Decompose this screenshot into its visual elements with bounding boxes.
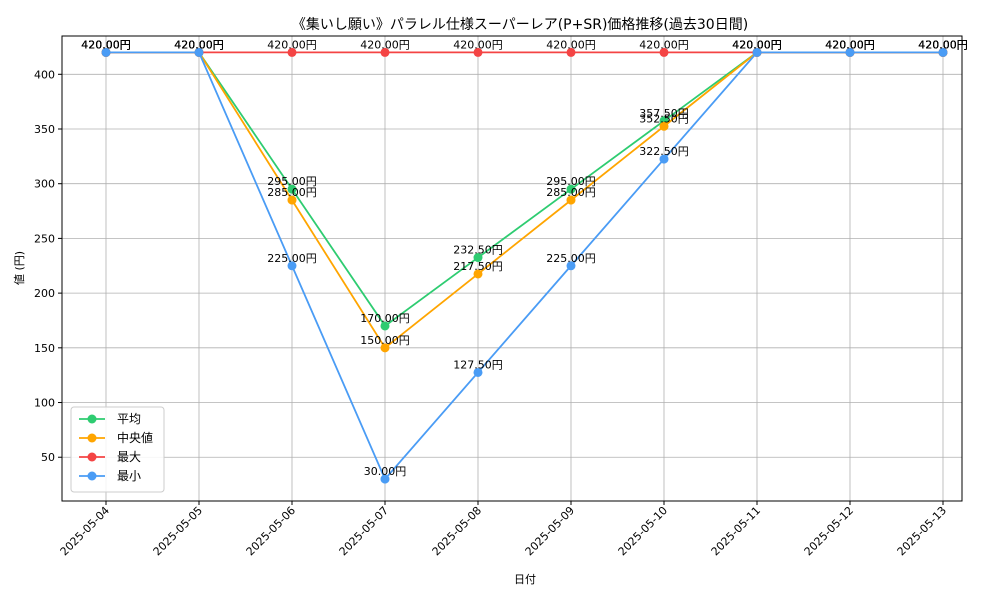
data-label: 420.00円 xyxy=(732,38,782,51)
data-label: 127.50円 xyxy=(453,358,503,371)
data-label: 285.00円 xyxy=(546,186,596,199)
data-label: 225.00円 xyxy=(546,252,596,265)
data-label: 420.00円 xyxy=(81,38,131,51)
data-label: 420.00円 xyxy=(267,38,317,51)
data-label: 420.00円 xyxy=(174,38,224,51)
chart-title: 《集いし願い》パラレル仕様スーパーレア(P+SR)価格推移(過去30日間) xyxy=(292,16,748,33)
data-label: 420.00円 xyxy=(174,38,224,51)
legend-marker xyxy=(87,471,97,481)
legend-item: 平均 xyxy=(79,412,141,426)
data-label: 295.00円 xyxy=(546,175,596,188)
data-point xyxy=(566,47,576,57)
legend-marker xyxy=(87,414,97,424)
y-tick-label: 300 xyxy=(34,178,55,191)
data-label: 420.00円 xyxy=(453,38,503,51)
data-label: 420.00円 xyxy=(174,38,224,51)
data-label: 30.00円 xyxy=(364,465,407,478)
data-label: 217.50円 xyxy=(453,260,503,273)
data-point xyxy=(473,253,483,263)
plot-frame xyxy=(61,35,963,502)
data-label: 420.00円 xyxy=(360,38,410,51)
data-label: 420.00円 xyxy=(918,38,968,51)
data-label: 420.00円 xyxy=(825,38,875,51)
data-label: 225.00円 xyxy=(267,252,317,265)
y-tick-label: 200 xyxy=(34,287,55,300)
series-line xyxy=(106,51,943,481)
data-label: 420.00円 xyxy=(81,38,131,51)
data-point xyxy=(101,47,111,57)
data-label: 420.00円 xyxy=(825,38,875,51)
data-label: 420.00円 xyxy=(825,38,875,51)
data-point xyxy=(566,195,576,205)
data-point xyxy=(473,47,483,57)
y-tick-label: 50 xyxy=(41,451,55,464)
data-point xyxy=(380,343,390,353)
y-tick-label: 400 xyxy=(34,68,55,81)
series-layer xyxy=(101,47,948,484)
data-label: 420.00円 xyxy=(918,38,968,51)
legend-marker xyxy=(87,452,97,462)
data-label: 420.00円 xyxy=(81,38,131,51)
legend-item: 最大 xyxy=(79,450,141,464)
data-point xyxy=(287,47,297,57)
data-label: 420.00円 xyxy=(174,38,224,51)
data-point xyxy=(752,47,762,57)
legend-label: 平均 xyxy=(117,412,141,426)
data-point xyxy=(659,47,669,57)
x-axis-label: 日付 xyxy=(514,573,536,586)
data-point xyxy=(473,269,483,279)
data-label: 420.00円 xyxy=(918,38,968,51)
data-label: 420.00円 xyxy=(825,38,875,51)
data-point xyxy=(938,47,948,57)
data-label: 322.50円 xyxy=(639,145,689,158)
y-tick-label: 250 xyxy=(34,232,55,245)
data-label: 170.00円 xyxy=(360,312,410,325)
data-label: 420.00円 xyxy=(639,38,689,51)
y-tick-label: 150 xyxy=(34,342,55,355)
data-point xyxy=(473,367,483,377)
legend-box xyxy=(70,406,165,493)
data-label: 232.50円 xyxy=(453,244,503,257)
legend-label: 最小 xyxy=(117,469,141,483)
data-label: 420.00円 xyxy=(81,38,131,51)
data-label: 357.50円 xyxy=(639,107,689,120)
data-label: 150.00円 xyxy=(360,334,410,347)
data-label: 420.00円 xyxy=(732,38,782,51)
data-point xyxy=(659,121,669,131)
y-axis-ticks: 50 100 150 200 250 300 350 400 xyxy=(34,68,62,464)
y-tick-label: 350 xyxy=(34,123,55,136)
data-label: 295.00円 xyxy=(267,175,317,188)
data-label: 285.00円 xyxy=(267,186,317,199)
data-point xyxy=(380,47,390,57)
data-point xyxy=(566,261,576,271)
data-label: 420.00円 xyxy=(546,38,596,51)
data-point xyxy=(845,47,855,57)
data-label: 420.00円 xyxy=(918,38,968,51)
data-point xyxy=(287,195,297,205)
data-label: 420.00円 xyxy=(732,38,782,51)
data-point xyxy=(659,154,669,164)
data-point xyxy=(194,47,204,57)
y-tick-label: 100 xyxy=(34,397,55,410)
series-3 xyxy=(101,47,948,484)
legend-item: 中央値 xyxy=(79,430,153,445)
legend-label: 中央値 xyxy=(117,430,153,445)
data-label: 352.50円 xyxy=(639,112,689,125)
data-point xyxy=(566,184,576,194)
data-point xyxy=(287,184,297,194)
data-point xyxy=(380,321,390,331)
legend-label: 最大 xyxy=(117,450,141,464)
y-axis-label: 値 (円) xyxy=(13,251,26,285)
legend-marker xyxy=(87,433,97,443)
data-point xyxy=(380,474,390,484)
data-labels: 420.00円 420.00円 295.00円 170.00円 232.50円 295.0… xyxy=(81,38,968,478)
data-point xyxy=(287,261,297,271)
data-label: 420.00円 xyxy=(732,38,782,51)
legend-item: 最小 xyxy=(79,469,141,483)
